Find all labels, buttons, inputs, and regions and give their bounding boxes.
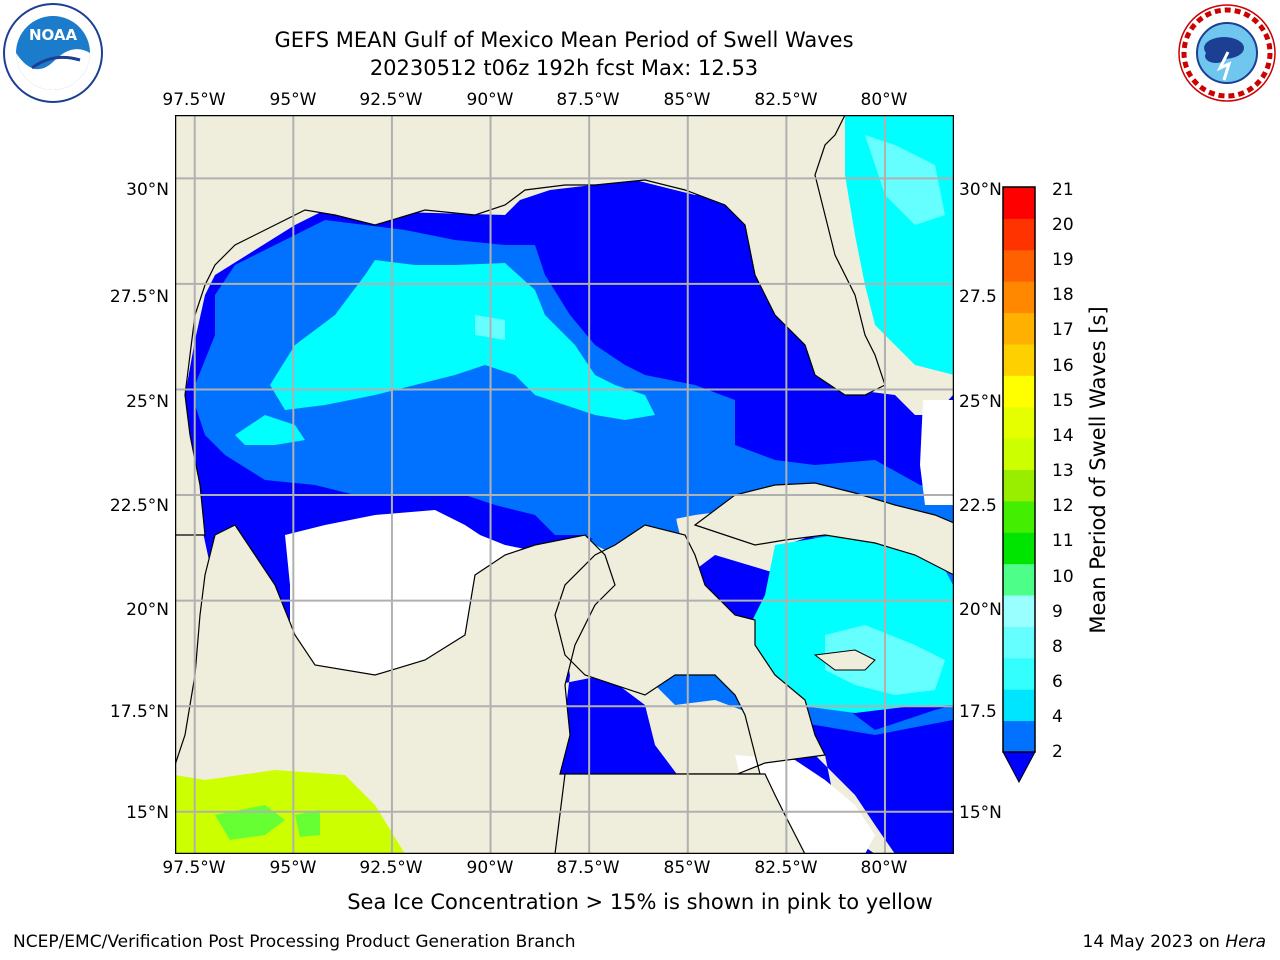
lon-tick-bottom: 87.5°W xyxy=(556,858,620,878)
colorbar-tick: 20 xyxy=(1052,215,1074,235)
colorbar-frame xyxy=(1002,186,1036,753)
lat-tick-left: 27.5°N xyxy=(109,287,169,307)
lat-tick-left: 30°N xyxy=(126,180,169,200)
lon-tick-top: 87.5°W xyxy=(556,90,620,110)
colorbar-extend-min-arrow xyxy=(1002,751,1036,784)
colorbar-tick: 19 xyxy=(1052,250,1074,270)
colorbar-segment xyxy=(1003,595,1035,627)
map-frame xyxy=(175,115,954,854)
map-gridlines xyxy=(175,115,954,854)
colorbar xyxy=(1002,186,1036,784)
swell-period-6-8-region-central xyxy=(270,260,655,420)
lon-tick-top: 97.5°W xyxy=(162,90,226,110)
lon-tick-bottom: 92.5°W xyxy=(359,858,423,878)
colorbar-segment xyxy=(1003,406,1035,439)
land-cuba xyxy=(693,482,954,576)
pacific-high-period-patch xyxy=(215,805,320,840)
colorbar-segment xyxy=(1003,375,1035,408)
colorbar-segment xyxy=(1003,720,1035,753)
lat-tick-right: 17.5 xyxy=(959,702,997,722)
colorbar-segment xyxy=(1003,187,1035,219)
lon-tick-bottom: 95°W xyxy=(269,858,317,878)
lon-tick-top: 92.5°W xyxy=(359,90,423,110)
colorbar-tick: 18 xyxy=(1052,285,1074,305)
land-central-america xyxy=(554,773,806,854)
lat-tick-right: 22.5 xyxy=(959,496,997,516)
lat-tick-right: 20°N xyxy=(959,600,1002,620)
sea-ice-note: Sea Ice Concentration > 15% is shown in … xyxy=(347,890,933,914)
colorbar-segment xyxy=(1003,218,1035,251)
chart-subtitle: 20230512 t06z 192h fcst Max: 12.53 xyxy=(369,56,759,80)
land-mexico-yucatan xyxy=(175,115,826,854)
lon-tick-top: 82.5°W xyxy=(754,90,818,110)
colorbar-tick: 4 xyxy=(1052,707,1063,727)
lon-tick-top: 95°W xyxy=(269,90,317,110)
colorbar-segment xyxy=(1003,312,1035,345)
colorbar-tick: 11 xyxy=(1052,531,1074,551)
colorbar-segment xyxy=(1003,438,1035,470)
gulf-of-mexico-map xyxy=(175,115,954,854)
chart-title: GEFS MEAN Gulf of Mexico Mean Period of … xyxy=(274,28,854,52)
lat-tick-right: 25°N xyxy=(959,392,1002,412)
colorbar-segment xyxy=(1003,689,1035,722)
colorbar-segment xyxy=(1003,532,1035,565)
footer-host: Hera xyxy=(1225,932,1266,952)
colorbar-segment xyxy=(1003,469,1035,502)
lon-tick-top: 85°W xyxy=(663,90,711,110)
colorbar-tick: 13 xyxy=(1052,461,1074,481)
footer-right: 14 May 2023 on Hera xyxy=(1083,932,1267,952)
lat-tick-left: 17.5°N xyxy=(109,702,169,722)
colorbar-segment xyxy=(1003,657,1035,690)
colorbar-segment xyxy=(1003,281,1035,314)
colorbar-tick: 16 xyxy=(1052,356,1074,376)
lat-tick-left: 20°N xyxy=(126,600,169,620)
noaa-logo: NOAA xyxy=(3,3,103,103)
swell-period-8-9-patches xyxy=(475,135,945,695)
colorbar-tick: 10 xyxy=(1052,567,1074,587)
colorbar-tick: 21 xyxy=(1052,180,1074,200)
swell-period-6-8-region-south xyxy=(235,415,305,445)
lon-tick-bottom: 85°W xyxy=(663,858,711,878)
colorbar-tick: 2 xyxy=(1052,742,1063,762)
lon-tick-bottom: 82.5°W xyxy=(754,858,818,878)
colorbar-tick: 6 xyxy=(1052,672,1063,692)
colorbar-segment xyxy=(1003,249,1035,282)
colorbar-tick: 15 xyxy=(1052,391,1074,411)
lat-tick-right: 30°N xyxy=(959,180,1002,200)
lat-tick-right: 27.5 xyxy=(959,287,997,307)
colorbar-segment xyxy=(1003,563,1035,596)
nws-logo xyxy=(1178,4,1276,102)
footer-date: 14 May 2023 on xyxy=(1082,932,1226,952)
lon-tick-bottom: 97.5°W xyxy=(162,858,226,878)
footer-left: NCEP/EMC/Verification Post Processing Pr… xyxy=(13,932,576,952)
lon-tick-bottom: 80°W xyxy=(860,858,908,878)
colorbar-tick: 17 xyxy=(1052,320,1074,340)
lon-tick-top: 80°W xyxy=(860,90,908,110)
colorbar-segment xyxy=(1003,343,1035,376)
land-hispaniola-jamaica xyxy=(813,649,876,671)
lon-tick-top: 90°W xyxy=(466,90,514,110)
lat-tick-left: 15°N xyxy=(126,803,169,823)
colorbar-tick: 14 xyxy=(1052,426,1074,446)
lat-tick-left: 22.5°N xyxy=(109,496,169,516)
no-data-region-cuba-north xyxy=(920,400,953,505)
lat-tick-left: 25°N xyxy=(126,392,169,412)
colorbar-segment xyxy=(1003,500,1035,533)
colorbar-tick: 8 xyxy=(1052,637,1063,657)
noaa-logo-text: NOAA xyxy=(29,26,78,44)
colorbar-tick: 12 xyxy=(1052,496,1074,516)
lon-tick-bottom: 90°W xyxy=(466,858,514,878)
colorbar-segment xyxy=(1003,626,1035,659)
colorbar-tick: 9 xyxy=(1052,602,1063,622)
lat-tick-right: 15°N xyxy=(959,803,1002,823)
colorbar-label: Mean Period of Swell Waves [s] xyxy=(1086,306,1110,634)
